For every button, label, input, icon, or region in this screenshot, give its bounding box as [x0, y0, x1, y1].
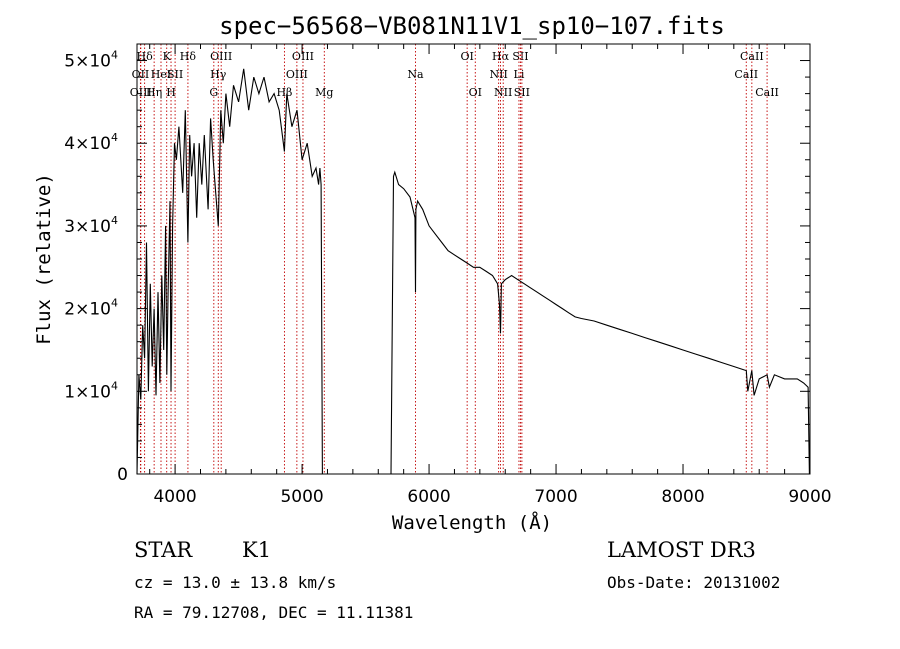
marker-label: Hγ [210, 68, 227, 81]
y-tick-exponent: 4 [111, 297, 118, 310]
marker-label: K [163, 50, 172, 63]
marker-label: Hη [146, 86, 162, 99]
y-axis-label: Flux (relative) [33, 173, 55, 345]
marker-label: Hβ [276, 86, 292, 99]
plot-frame [136, 43, 811, 475]
marker-label: SII [167, 68, 183, 81]
marker-label: Hδ [180, 50, 197, 63]
marker-label: SII [512, 50, 528, 63]
marker-label: OIII [292, 50, 314, 63]
object-subclass: K1 [242, 538, 272, 562]
chart-title: spec−56568−VB081N11V1_sp10−107.fits [219, 12, 725, 40]
y-tick-mantissa: 4×10 [64, 134, 111, 154]
marker-label: Hα [492, 50, 510, 63]
marker-label: H [166, 86, 176, 99]
y-tick-label: 4×104 [64, 131, 118, 154]
y-tick-mantissa: 0 [117, 465, 128, 485]
y-tick-label: 1×104 [64, 379, 118, 402]
emission-line-markers: Hδ OII OIII K HeI Hη SII H Hδ OIII Hγ G OIII OIII Hβ Mg… [130, 44, 779, 474]
y-tick-label: 0 [117, 465, 128, 485]
marker-label: NII [489, 68, 507, 81]
y-tick-mantissa: 3×10 [64, 217, 111, 237]
x-axis: 4000 5000 6000 7000 8000 9000 [149, 44, 832, 507]
marker-label: CaII [740, 50, 764, 63]
marker-label: NII [494, 86, 512, 99]
marker-label: G [209, 86, 218, 99]
x-tick-label: 6000 [407, 487, 450, 507]
y-tick-label: 2×104 [64, 297, 118, 320]
x-axis-label: Wavelength (Å) [392, 511, 552, 534]
y-tick-exponent: 4 [111, 131, 118, 144]
y-tick-exponent: 4 [111, 214, 118, 227]
x-tick-label: 8000 [661, 487, 704, 507]
y-tick-exponent: 4 [111, 379, 118, 392]
y-tick-label: 5×104 [64, 49, 118, 72]
coordinates-readout: RA = 79.12708, DEC = 11.11381 [134, 603, 414, 622]
marker-label: OII [132, 68, 150, 81]
y-tick-mantissa: 5×10 [64, 52, 111, 72]
marker-label: SII [514, 86, 530, 99]
y-tick-exponent: 4 [111, 49, 118, 62]
marker-label: Li [514, 68, 525, 81]
marker-label: OI [469, 86, 482, 99]
observation-date: Obs-Date: 20131002 [607, 573, 781, 592]
redshift-readout: cz = 13.0 ± 13.8 km/s [134, 573, 337, 592]
y-tick-mantissa: 2×10 [64, 300, 111, 320]
marker-label: HeI [151, 68, 171, 81]
spectrum-series-line [136, 68, 810, 475]
x-tick-label: 9000 [788, 487, 831, 507]
marker-label: CaII [734, 68, 758, 81]
x-tick-label: 4000 [153, 487, 196, 507]
y-tick-label: 3×104 [64, 214, 118, 237]
x-tick-label: 5000 [280, 487, 323, 507]
object-class: STAR [134, 538, 193, 562]
marker-label: OIII [130, 86, 152, 99]
marker-label: OIII [286, 68, 308, 81]
x-tick-label: 7000 [534, 487, 577, 507]
marker-label: Na [407, 68, 424, 81]
survey-name: LAMOST DR3 [607, 538, 756, 562]
marker-label: CaII [755, 86, 779, 99]
marker-label: Hδ [137, 50, 154, 63]
marker-label: OIII [210, 50, 232, 63]
y-tick-mantissa: 1×10 [64, 382, 111, 402]
marker-label: Mg [315, 86, 333, 99]
marker-label: OI [460, 50, 473, 63]
